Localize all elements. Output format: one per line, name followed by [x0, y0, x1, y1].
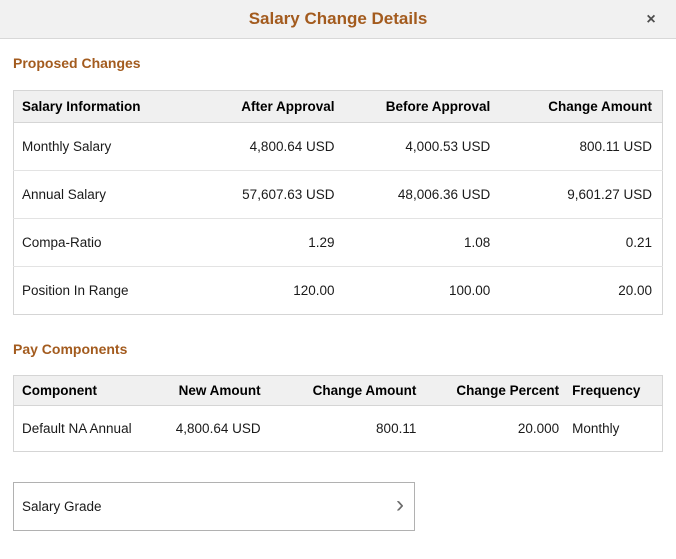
column-header-change-amount: Change Amount: [266, 375, 423, 406]
table-cell: 0.21: [500, 218, 663, 267]
table-cell: 57,607.63 USD: [182, 170, 345, 219]
table-cell: 20.000: [422, 405, 566, 452]
salary-grade-button[interactable]: Salary Grade ›: [13, 482, 415, 531]
column-header-change-percent: Change Percent: [422, 375, 566, 406]
table-row-monthly-salary: Monthly Salary 4,800.64 USD 4,000.53 USD…: [13, 122, 663, 171]
table-cell: 4,800.64 USD: [182, 122, 345, 171]
table-cell: 100.00: [344, 266, 501, 315]
column-header-before-approval: Before Approval: [344, 90, 501, 123]
section-heading-proposed-changes: Proposed Changes: [13, 55, 141, 71]
table-cell: 800.11 USD: [500, 122, 663, 171]
table-row-default-na-annual: Default NA Annual 4,800.64 USD 800.11 20…: [13, 405, 663, 452]
column-header-salary-information: Salary Information: [13, 90, 183, 123]
table-cell: 1.29: [182, 218, 345, 267]
row-label: Compa-Ratio: [13, 218, 183, 267]
column-header-after-approval: After Approval: [182, 90, 345, 123]
row-label: Position In Range: [13, 266, 183, 315]
modal-title: Salary Change Details: [248, 9, 428, 28]
table-cell: Monthly: [565, 405, 663, 452]
close-icon: ×: [646, 11, 656, 28]
modal-header: Salary Change Details ×: [0, 0, 676, 39]
table-cell: 20.00: [500, 266, 663, 315]
table-cell: 48,006.36 USD: [344, 170, 501, 219]
row-label: Monthly Salary: [13, 122, 183, 171]
table-cell: 9,601.27 USD: [500, 170, 663, 219]
table-cell: 120.00: [182, 266, 345, 315]
section-heading-pay-components: Pay Components: [13, 341, 128, 357]
chevron-right-icon: ›: [396, 491, 404, 518]
close-button[interactable]: ×: [636, 0, 666, 39]
table-row-annual-salary: Annual Salary 57,607.63 USD 48,006.36 US…: [13, 170, 663, 219]
column-header-new-amount: New Amount: [162, 375, 267, 406]
column-header-component: Component: [13, 375, 163, 406]
table-cell: 4,000.53 USD: [344, 122, 501, 171]
row-label: Annual Salary: [13, 170, 183, 219]
table-row-compa-ratio: Compa-Ratio 1.29 1.08 0.21: [13, 218, 663, 267]
table-cell: 4,800.64 USD: [162, 405, 267, 452]
modal-body: Proposed Changes Salary Information Afte…: [0, 39, 676, 531]
table-cell: 1.08: [344, 218, 501, 267]
table-cell: 800.11: [266, 405, 423, 452]
table-row-position-in-range: Position In Range 120.00 100.00 20.00: [13, 266, 663, 315]
column-header-frequency: Frequency: [565, 375, 663, 406]
table-header-row: Component New Amount Change Amount Chang…: [13, 375, 663, 406]
proposed-changes-table: Salary Information After Approval Before…: [13, 90, 663, 315]
row-label: Default NA Annual: [13, 405, 163, 452]
salary-grade-label: Salary Grade: [22, 499, 102, 514]
table-header-row: Salary Information After Approval Before…: [13, 90, 663, 123]
pay-components-table: Component New Amount Change Amount Chang…: [13, 375, 663, 452]
column-header-change-amount: Change Amount: [500, 90, 663, 123]
